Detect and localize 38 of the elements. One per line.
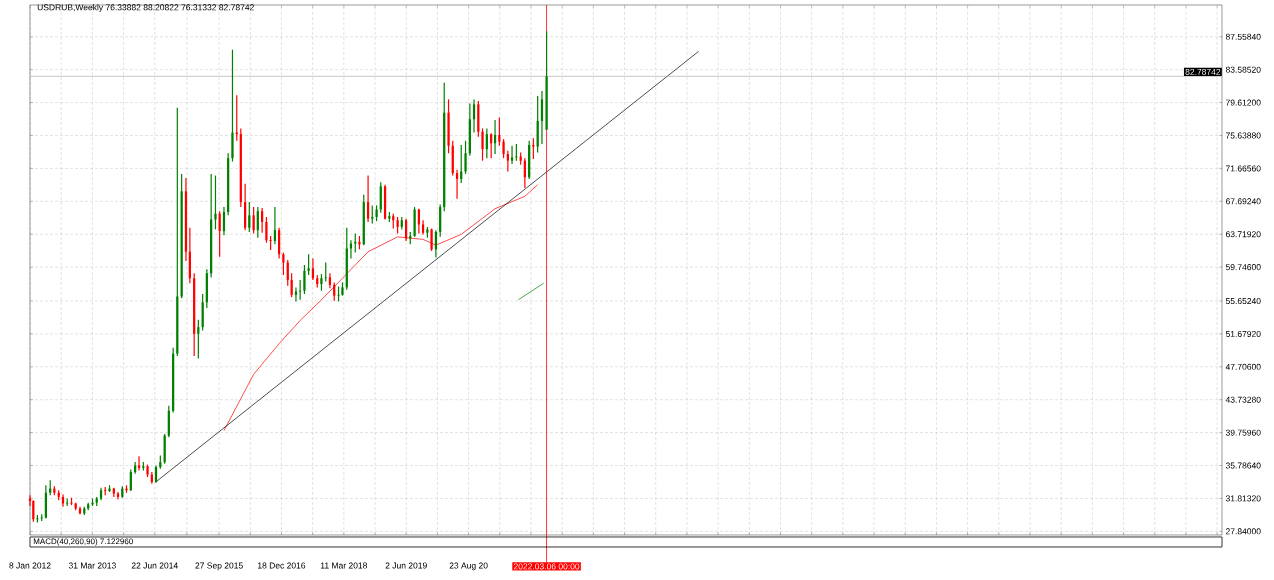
x-tick-label: 11 Mar 2018 (320, 562, 368, 569)
candlestick (545, 30, 548, 131)
x-tick-label: 31 Mar 2013 (68, 562, 116, 569)
x-tick-label: 27 Sep 2015 (195, 562, 243, 571)
y-tick-label: 79.61200 (1225, 99, 1261, 106)
y-tick-label: 59.74600 (1225, 264, 1261, 271)
y-tick-label: 43.73280 (1225, 396, 1261, 403)
y-tick-label: 31.81320 (1225, 495, 1261, 502)
y-tick-label: 51.67920 (1225, 330, 1261, 337)
x-tick-label: 18 Dec 2016 (258, 562, 306, 569)
y-tick-label: 71.66560 (1225, 165, 1261, 172)
candlestick (337, 285, 340, 303)
ref-line-label: 82.78742 (1185, 68, 1221, 75)
x-tick-label: 2 Jun 2019 (385, 562, 427, 569)
y-tick-label: 35.78640 (1225, 462, 1261, 469)
candlestick (282, 252, 285, 276)
candlestick (70, 497, 73, 506)
x-tick-label: 22 Jun 2014 (131, 562, 178, 569)
y-tick-label: 55.65240 (1225, 298, 1261, 305)
chart-title: USDRUB,Weekly 76.33882 88.20822 76.31332 82.78742 (37, 4, 254, 13)
y-tick-label: 47.70600 (1225, 363, 1261, 370)
candlestick (341, 281, 344, 297)
x-tick-label: 8 Jan 2012 (9, 562, 51, 569)
text: MACD(40,260,90) 7.122960 (33, 538, 133, 546)
candlestick (430, 227, 433, 252)
x-tick-label: 23 Aug 20 (449, 562, 488, 571)
y-tick-label: 63.71920 (1225, 231, 1261, 238)
candlestick (146, 464, 149, 478)
candlestick (320, 273, 323, 292)
y-tick-label: 83.58520 (1225, 66, 1261, 73)
y-tick-label: 75.63880 (1225, 132, 1261, 139)
candlestick (303, 264, 306, 295)
y-tick-label: 67.69240 (1225, 198, 1261, 205)
y-tick-label: 39.75960 (1225, 429, 1261, 436)
line-series (223, 184, 539, 431)
y-tick-label: 87.55840 (1225, 33, 1261, 40)
ref-line-label: 2022.03.06 00:00 (513, 563, 580, 570)
y-tick-label: 27.84000 (1225, 528, 1261, 535)
